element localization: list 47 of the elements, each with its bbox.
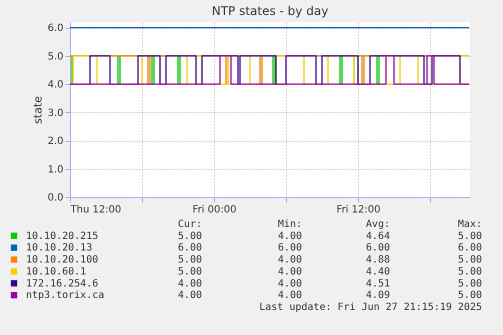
- text: 4.64: [366, 230, 390, 242]
- text: 6.00: [366, 242, 390, 254]
- legend-label: 10.10.20.100: [26, 254, 98, 266]
- x-tick-label: Fri 12:00: [336, 204, 380, 216]
- chart-title: NTP states - by day: [212, 4, 328, 18]
- text: Cur:: [178, 218, 202, 230]
- legend-label: ntp3.torix.ca: [26, 290, 104, 302]
- text: 4.40: [366, 266, 390, 278]
- text: Avg:: [366, 218, 390, 230]
- legend-label: 10.10.20.215: [26, 230, 98, 242]
- text: 5.00: [458, 278, 482, 290]
- text: Min:: [278, 218, 302, 230]
- text: 5.00: [458, 230, 482, 242]
- y-tick-label: 3.0: [48, 108, 64, 119]
- text: 5.00: [178, 254, 202, 266]
- text: 4.00: [278, 230, 302, 242]
- text: 6.00: [458, 242, 482, 254]
- y-axis-title: state: [32, 96, 45, 124]
- legend-label: 172.16.254.6: [26, 278, 98, 290]
- text: 5.00: [458, 254, 482, 266]
- text: 4.09: [366, 290, 390, 302]
- y-tick-label: 1.0: [48, 164, 64, 176]
- y-tick-label: 2.0: [48, 136, 64, 148]
- text: 4.51: [366, 278, 390, 290]
- y-tick-label: 6.0: [48, 23, 64, 34]
- text: 4.00: [278, 290, 302, 302]
- text: 4.88: [366, 254, 390, 266]
- text: 5.00: [458, 266, 482, 278]
- text: 5.00: [178, 230, 202, 242]
- y-tick-label: 0.0: [48, 192, 64, 204]
- text: 4.00: [278, 266, 302, 278]
- text: 4.00: [278, 278, 302, 290]
- text: 6.00: [178, 242, 202, 254]
- text: 4.00: [278, 254, 302, 266]
- text: 5.00: [178, 266, 202, 278]
- legend-label: 10.10.20.13: [26, 242, 92, 254]
- y-tick-label: 5.0: [48, 51, 64, 62]
- legend-label: 10.10.60.1: [26, 266, 86, 278]
- text: 4.00: [178, 278, 202, 290]
- text: Last update: Fri Jun 27 21:15:19 2025: [259, 302, 482, 314]
- text: 5.00: [458, 290, 482, 302]
- x-tick-label: Thu 12:00: [70, 204, 122, 216]
- x-tick-label: Fri 00:00: [192, 204, 236, 216]
- text: Max:: [458, 218, 482, 230]
- text: 4.00: [178, 290, 202, 302]
- text: 6.00: [278, 242, 302, 254]
- y-tick-label: 4.0: [48, 80, 64, 91]
